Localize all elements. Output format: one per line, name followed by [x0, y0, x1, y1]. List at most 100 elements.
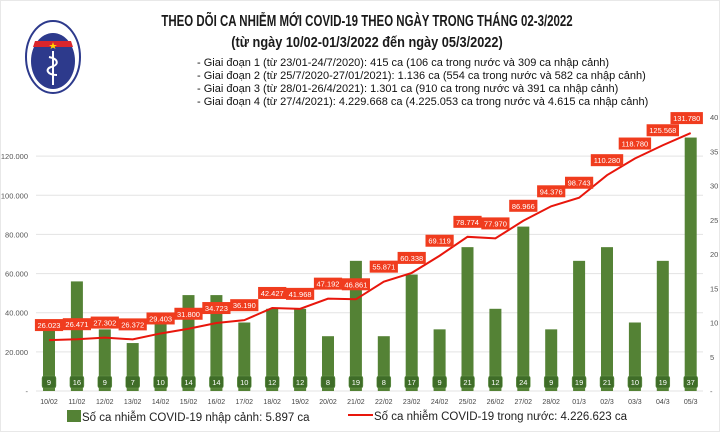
line-label-box [174, 307, 203, 320]
line-data-label: 78.774 [456, 218, 479, 227]
bar-label-box [655, 375, 671, 389]
bar-data-label: 9 [103, 378, 107, 387]
line-data-label: 26.471 [65, 320, 88, 329]
bar-label-box [460, 375, 475, 389]
line-label-box [425, 234, 454, 247]
bar [70, 281, 83, 391]
line-label-box [537, 185, 566, 198]
line-series [48, 132, 692, 342]
x-axis-tick: 02/3 [600, 399, 614, 406]
bar [461, 247, 474, 391]
bar-label-box [376, 375, 392, 389]
bar-data-label: 19 [352, 378, 360, 387]
line-data-label: 41.968 [289, 290, 312, 299]
line-data-label: 42.427 [261, 289, 284, 298]
x-axis-tick: 04/3 [656, 399, 670, 406]
bar [182, 295, 195, 391]
line-data-label: 47.192 [317, 280, 340, 289]
bar-data-label: 10 [240, 378, 248, 387]
bar-label-box [404, 375, 419, 389]
bar-label-box [125, 375, 140, 389]
line-data-label: 34.723 [205, 304, 228, 313]
bar-data-label: 24 [519, 378, 527, 387]
line-label-box [202, 302, 231, 315]
bar [656, 260, 669, 391]
line-data-label: 31.800 [177, 310, 200, 319]
right-axis-tick: 30 [710, 182, 718, 191]
line-label-box [313, 277, 343, 290]
bar-data-label: 8 [326, 378, 330, 387]
bar [489, 308, 502, 391]
bar-label-box [97, 375, 113, 389]
bar-data-label: 12 [268, 378, 276, 387]
bar-data-label: 9 [438, 378, 442, 387]
left-axis-tick: 20.000 [5, 348, 28, 357]
line-data-label: 27.302 [93, 319, 116, 328]
bar-label-box [543, 375, 559, 389]
line-data-label: 77.970 [484, 219, 507, 228]
bar [126, 343, 139, 391]
x-axis-tick: 22/02 [375, 399, 393, 406]
legend-bar-label: Số ca nhiễm COVID-19 nhập cảnh: 5.897 ca [82, 411, 310, 424]
bar-data-label: 37 [687, 378, 695, 387]
x-axis-tick: 28/02 [542, 399, 560, 406]
line-label-box [397, 251, 426, 264]
bar-data-label: 14 [184, 378, 192, 387]
bar-label-box [237, 375, 252, 389]
bar [238, 322, 251, 391]
line-data-label: 36.190 [233, 301, 256, 310]
line-data-label: 118.780 [622, 140, 649, 149]
bar-data-label: 7 [131, 378, 135, 387]
bar-label-box [571, 375, 587, 389]
x-axis-tick: 21/02 [347, 399, 365, 406]
bar-label-box [320, 375, 336, 389]
x-axis-tick: 15/02 [180, 399, 198, 406]
line-data-label: 29.403 [149, 314, 172, 323]
line-label-box [62, 318, 91, 331]
phase-note: - Giai đoạn 4 (từ 27/4/2021): 4.229.668 … [197, 96, 649, 108]
bar-label-box [181, 375, 196, 389]
bar [349, 260, 362, 391]
x-axis-tick: 24/02 [431, 399, 449, 406]
bar [601, 247, 613, 391]
line-label-box [481, 217, 510, 230]
line-data-label: 131.780 [673, 114, 700, 123]
line-label-box [646, 124, 679, 137]
x-axis-tick: 13/02 [124, 399, 142, 406]
right-axis-tick: 10 [710, 319, 718, 328]
bar [573, 260, 586, 391]
bar-label-box [41, 375, 57, 389]
bar-label-box [348, 375, 364, 389]
line-data-label: 86.966 [512, 202, 535, 211]
right-axis-tick: 35 [710, 147, 718, 156]
x-axis-tick: 25/02 [459, 399, 477, 406]
line-label-box [369, 260, 398, 273]
bar-data-label: 12 [296, 378, 304, 387]
x-axis-tick: 23/02 [403, 399, 421, 406]
right-axis-tick: - [710, 387, 713, 396]
left-axis-tick: 80.000 [5, 230, 28, 239]
x-axis-tick: 14/02 [152, 399, 170, 406]
bar-label-box [599, 375, 615, 389]
x-axis-tick: 11/02 [68, 399, 85, 406]
right-axis-tick: 5 [710, 353, 714, 362]
bar-data-label: 10 [631, 378, 639, 387]
left-axis-tick: 100.000 [1, 191, 28, 200]
bar [43, 329, 55, 391]
line-data-label: 26.023 [38, 321, 61, 330]
bar [210, 295, 223, 391]
x-axis-tick: 18/02 [263, 399, 281, 406]
left-axis-tick: - [26, 387, 29, 396]
bar-data-label: 19 [575, 378, 583, 387]
bar-data-label: 21 [463, 378, 471, 387]
x-axis-tick: 20/02 [319, 399, 337, 406]
line-label-box [146, 312, 175, 325]
x-axis-tick: 10/02 [40, 399, 58, 406]
x-axis-tick: 12/02 [96, 399, 114, 406]
bar [545, 329, 558, 391]
left-axis-tick: 40.000 [5, 309, 28, 318]
phase-note: - Giai đoạn 1 (từ 23/01-24/7/2020): 415 … [197, 57, 610, 69]
bar-label-box [683, 375, 698, 389]
line-data-label: 55.871 [372, 263, 395, 272]
